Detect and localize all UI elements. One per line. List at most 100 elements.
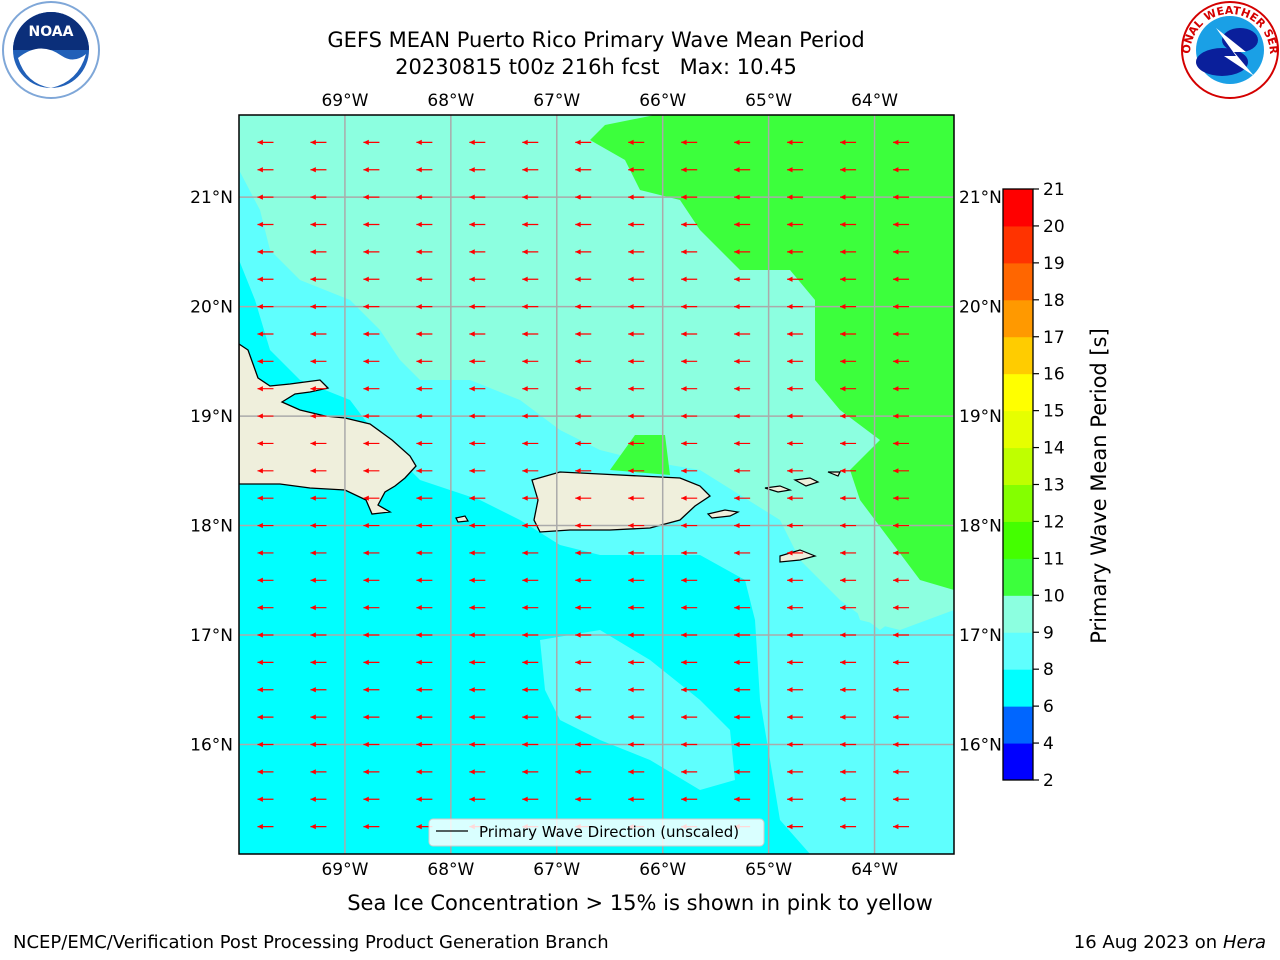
colorbar-swatch-7 xyxy=(1003,484,1033,522)
lon-tick-top-0: 69°W xyxy=(321,91,368,111)
wave-arrow xyxy=(734,303,751,310)
wave-arrow xyxy=(575,714,592,720)
wave-arrow xyxy=(681,386,698,392)
wave-arrow xyxy=(893,522,910,529)
wave-arrow xyxy=(893,139,910,145)
wave-arrow xyxy=(310,386,327,392)
colorbar-tick-6: 11 xyxy=(1043,549,1065,569)
wave-arrow xyxy=(734,522,751,529)
wave-arrow xyxy=(893,358,910,364)
colorbar-tick-16: 21 xyxy=(1043,180,1065,200)
wave-arrow xyxy=(257,276,274,282)
wave-arrow xyxy=(575,139,592,145)
wave-arrow xyxy=(575,468,592,474)
wave-arrow xyxy=(363,824,380,830)
wave-arrow xyxy=(893,824,910,830)
wave-arrow xyxy=(681,276,698,282)
wave-arrow xyxy=(469,386,486,392)
wave-arrow xyxy=(787,495,804,501)
wave-arrow xyxy=(257,577,274,583)
colorbar-tick-8: 13 xyxy=(1043,476,1065,496)
wave-arrow xyxy=(734,440,751,447)
vieques-island xyxy=(706,509,740,519)
colorbar-swatch-2 xyxy=(1003,669,1033,707)
wave-arrow xyxy=(416,550,433,556)
wave-arrow xyxy=(522,522,539,529)
wave-arrow xyxy=(628,386,645,392)
wave-arrow xyxy=(363,522,380,529)
wave-arrow xyxy=(840,249,857,255)
wave-arrow xyxy=(840,167,857,173)
wave-arrow xyxy=(416,714,433,720)
wave-arrow xyxy=(522,167,539,173)
colorbar-swatch-9 xyxy=(1003,410,1033,449)
wave-arrow xyxy=(628,413,645,419)
wave-arrow xyxy=(681,331,698,337)
wave-arrow xyxy=(575,796,592,802)
wave-arrow xyxy=(363,167,380,173)
wave-arrow xyxy=(575,687,592,693)
wave-arrow xyxy=(681,303,698,310)
colorbar-swatch-5 xyxy=(1003,558,1033,596)
wave-arrow xyxy=(363,468,380,474)
wave-arrow xyxy=(416,577,433,583)
wave-arrow xyxy=(257,167,274,173)
wave-arrow xyxy=(257,687,274,693)
wave-arrow xyxy=(787,331,804,337)
wave-arrow xyxy=(787,824,804,830)
wave-arrow xyxy=(681,413,698,419)
wave-arrow xyxy=(416,605,433,611)
wave-arrow xyxy=(840,824,857,830)
wave-arrow xyxy=(416,413,433,419)
wave-arrow xyxy=(575,659,592,666)
wave-arrow xyxy=(840,221,857,228)
wave-arrow xyxy=(734,605,751,611)
wave-arrow xyxy=(257,796,274,802)
wave-arrow xyxy=(469,413,486,419)
wave-arrow xyxy=(363,440,380,447)
wave-arrow xyxy=(416,249,433,255)
wave-arrow xyxy=(257,659,274,666)
wave-arrow xyxy=(840,522,857,529)
wave-arrow xyxy=(681,632,698,638)
wave-arrow xyxy=(840,632,857,638)
mona-island xyxy=(455,515,470,523)
colorbar-tick-2: 6 xyxy=(1043,697,1054,717)
wave-arrow xyxy=(310,303,327,310)
colorbar-tick-11: 16 xyxy=(1043,365,1065,385)
wave-arrow xyxy=(734,167,751,173)
lon-tick-top-4: 65°W xyxy=(745,91,792,111)
wave-arrow xyxy=(840,714,857,720)
wave-arrow xyxy=(575,550,592,556)
wave-arrow xyxy=(257,468,274,474)
wave-arrow xyxy=(628,741,645,748)
wave-arrow xyxy=(469,769,486,775)
wave-arrow xyxy=(310,139,327,145)
wave-arrow xyxy=(893,605,910,611)
wave-arrow xyxy=(363,303,380,310)
wave-arrow xyxy=(310,550,327,556)
wave-arrow xyxy=(522,276,539,282)
wave-arrow xyxy=(575,167,592,173)
wave-arrow xyxy=(522,221,539,228)
wave-arrow xyxy=(734,769,751,775)
wave-arrow xyxy=(575,331,592,337)
wave-arrow xyxy=(840,687,857,693)
wave-arrow xyxy=(416,687,433,693)
colorbar-tick-9: 14 xyxy=(1043,439,1065,459)
lat-tick-left-4: 20°N xyxy=(190,298,233,318)
lon-tick-top-1: 68°W xyxy=(427,91,474,111)
footer-host: Hera xyxy=(1222,932,1266,953)
wave-arrow xyxy=(628,577,645,583)
wave-arrow xyxy=(416,358,433,364)
wave-arrow xyxy=(893,796,910,802)
wave-arrow xyxy=(522,659,539,666)
wave-arrow xyxy=(310,769,327,775)
wave-arrow xyxy=(681,522,698,529)
wave-arrow xyxy=(628,769,645,775)
wave-arrow xyxy=(257,139,274,145)
colorbar-tick-13: 18 xyxy=(1043,291,1065,311)
wave-arrow xyxy=(787,577,804,583)
wave-arrow xyxy=(575,769,592,775)
